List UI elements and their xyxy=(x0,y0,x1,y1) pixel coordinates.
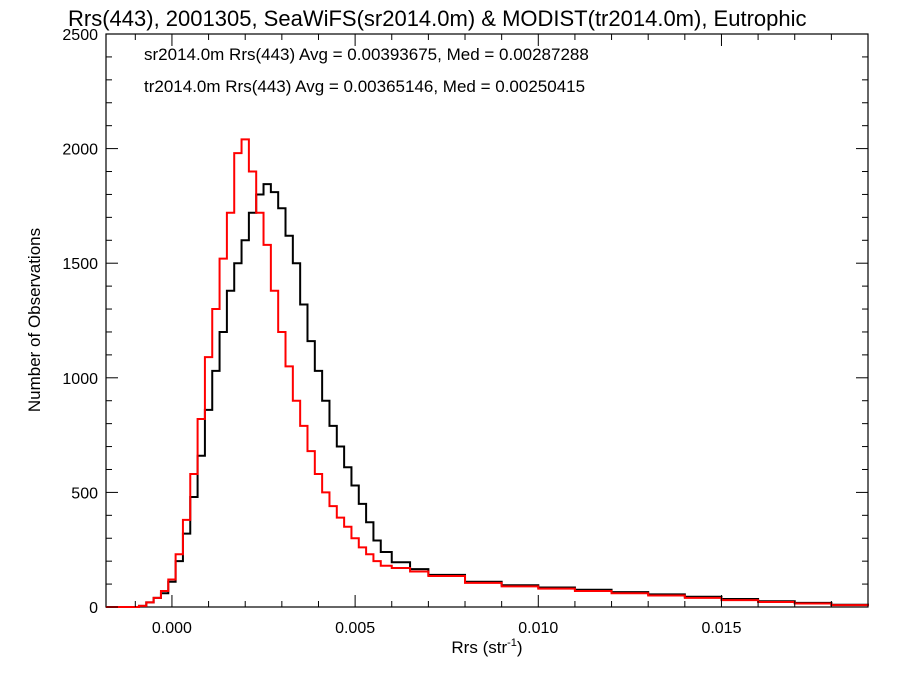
chart-title: Rrs(443), 2001305, SeaWiFS(sr2014.0m) & … xyxy=(68,6,807,31)
y-tick-label-3: 1500 xyxy=(62,256,98,273)
y-axis-label: Number of Observations xyxy=(25,228,44,412)
legend-entry-tr2014: tr2014.0m Rrs(443) Avg = 0.00365146, Med… xyxy=(144,77,585,96)
series-line-tr2014 xyxy=(106,138,869,608)
y-tick-label-2: 1000 xyxy=(62,371,98,388)
x-axis-label: Rrs (str-1) xyxy=(451,637,522,657)
y-tick-label-5: 2500 xyxy=(62,27,98,44)
series-layer xyxy=(106,138,869,608)
x-axis-label-main: Rrs (str xyxy=(451,638,507,657)
series-line-sr2014 xyxy=(106,183,869,608)
plot-area: 0.000 0.005 0.010 0.015 0 500 1000 1500 2000 2500 xyxy=(62,27,869,637)
y-tick-label-4: 2000 xyxy=(62,142,98,159)
y-tick-label-0: 0 xyxy=(89,600,98,617)
tick-layer: 0.000 0.005 0.010 0.015 0 500 1000 1500 2000 2500 xyxy=(62,27,869,637)
legend-entry-sr2014: sr2014.0m Rrs(443) Avg = 0.00393675, Med… xyxy=(144,45,589,64)
x-axis-label-sup: -1 xyxy=(507,637,517,649)
y-tick-label-1: 500 xyxy=(71,485,98,502)
x-tick-label-2: 0.010 xyxy=(518,620,558,637)
x-tick-label-0: 0.000 xyxy=(152,620,192,637)
x-tick-label-3: 0.015 xyxy=(701,620,741,637)
x-axis-label-end: ) xyxy=(517,638,523,657)
plot-frame xyxy=(105,33,869,608)
legend: sr2014.0m Rrs(443) Avg = 0.00393675, Med… xyxy=(144,45,589,96)
x-tick-label-1: 0.005 xyxy=(335,620,375,637)
